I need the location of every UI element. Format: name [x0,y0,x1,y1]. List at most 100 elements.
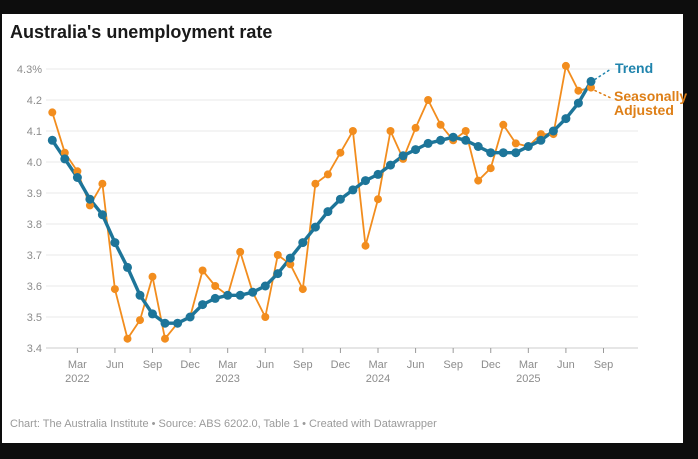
trend-data-point[interactable] [310,222,320,232]
seasonally-adjusted-data-point[interactable] [348,127,357,135]
chart-canvas: 4.3% 4.2 4.1 4.0 3.9 3.8 3.7 3.6 3.5 3.4 Mar 2022 Ju… [17,61,638,385]
trend-data-point[interactable] [173,318,183,328]
seasonally-adjusted-data-point[interactable] [474,176,483,185]
seasonally-adjusted-data-point[interactable] [486,164,495,173]
y-axis-label: 4.2 [27,95,42,107]
seasonally-adjusted-data-point[interactable] [374,195,382,204]
seasonally-adjusted-data-point[interactable] [574,86,583,95]
seasonally-adjusted-data-point[interactable] [236,247,245,256]
trend-data-point[interactable] [361,176,370,186]
seasonally-adjusted-data-point[interactable] [198,266,207,275]
seasonally-adjusted-data-point[interactable] [48,108,57,117]
seasonally-adjusted-data-point[interactable] [261,313,270,321]
seasonally-adjusted-data-point[interactable] [424,96,433,104]
trend-data-point[interactable] [198,300,208,310]
chart-card: Australia's unemployment rate 4.3% 4.2 4.1… [2,14,687,443]
legend-seasonally-adjusted-label: Seasonally Adjusted [614,89,687,117]
trend-data-point[interactable] [536,135,546,145]
legend-sa-line2: Adjusted [614,102,674,118]
trend-data-point[interactable] [285,253,295,263]
seasonally-adjusted-data-point[interactable] [273,251,282,259]
trend-data-point[interactable] [436,135,446,145]
trend-data-point[interactable] [498,148,508,158]
seasonally-adjusted-data-point[interactable] [161,334,169,343]
trend-data-point[interactable] [423,138,433,148]
trend-data-point[interactable] [223,290,233,300]
trend-data-point[interactable] [248,287,258,297]
trend-data-point[interactable] [411,145,421,155]
trend-data-point[interactable] [486,148,496,158]
trend-data-point[interactable] [561,114,571,124]
trend-data-point[interactable] [548,126,558,136]
seasonally-adjusted-data-point[interactable] [361,241,370,250]
trend-data-point[interactable] [323,207,333,217]
seasonally-adjusted-data-point[interactable] [298,285,307,294]
trend-data-point[interactable] [335,194,345,204]
trend-data-point[interactable] [123,262,132,272]
seasonally-adjusted-data-point[interactable] [536,130,545,139]
trend-data-point[interactable] [260,281,270,291]
seasonally-adjusted-data-point[interactable] [211,282,220,290]
seasonally-adjusted-data-point[interactable] [323,170,332,179]
x-axis-month-label: Mar [369,359,388,371]
x-axis-month-label: Jun [256,359,274,371]
x-axis-month-label: Sep [594,359,614,371]
legend-sa-line1: Seasonally [614,88,688,104]
trend-data-point[interactable] [72,173,82,182]
x-axis-month-label: Jun [407,359,425,371]
x-axis-month-label: Jun [557,359,575,371]
trend-data-point[interactable] [85,194,95,204]
y-axis-label: 3.8 [27,219,42,231]
seasonally-adjusted-data-point[interactable] [110,285,119,294]
seasonally-adjusted-data-point[interactable] [148,272,157,281]
x-axis-year-label: 2024 [366,373,390,385]
trend-data-point[interactable] [348,185,358,195]
x-axis-month-label: Dec [481,359,501,371]
trend-data-point[interactable] [573,98,583,108]
trend-data-point[interactable] [273,269,283,279]
trend-data-point[interactable] [298,238,308,248]
trend-data-point[interactable] [135,290,145,300]
y-axis-label: 4.0 [27,157,42,169]
x-axis-year-label: 2025 [516,373,540,385]
seasonally-adjusted-data-point[interactable] [60,148,69,157]
seasonally-adjusted-data-point[interactable] [411,123,420,132]
trend-data-point[interactable] [523,142,533,151]
trend-data-point[interactable] [210,293,220,303]
trend-data-point[interactable] [148,309,157,319]
seasonally-adjusted-data-point[interactable] [98,179,107,188]
seasonally-adjusted-data-point[interactable] [436,120,445,129]
trend-data-point[interactable] [185,312,195,322]
seasonally-adjusted-data-point[interactable] [561,61,570,70]
trend-data-point[interactable] [511,148,521,158]
seasonally-adjusted-data-point[interactable] [511,139,520,148]
trend-data-point[interactable] [473,142,483,151]
x-axis-year-label: 2023 [215,373,239,385]
seasonally-adjusted-data-point[interactable] [311,179,320,188]
seasonally-adjusted-data-point[interactable] [587,83,595,92]
seasonally-adjusted-data-point[interactable] [73,167,82,176]
trend-data-point[interactable] [110,238,120,248]
trend-data-point[interactable] [398,151,408,161]
x-axis-month-label: Mar [218,359,237,371]
seasonally-adjusted-data-point[interactable] [386,127,395,135]
trend-data-point[interactable] [97,210,107,220]
trend-data-point[interactable] [461,135,471,145]
seasonally-adjusted-data-point[interactable] [499,120,508,129]
trend-data-point[interactable] [160,318,170,328]
seasonally-adjusted-data-point[interactable] [85,201,94,210]
trend-data-point[interactable] [47,135,57,145]
trend-data-point[interactable] [235,290,245,300]
trend-data-point[interactable] [60,154,70,164]
seasonally-adjusted-data-point[interactable] [286,260,295,269]
x-axis-month-label: Jun [106,359,124,371]
seasonally-adjusted-data-point[interactable] [136,316,144,325]
sa-connector-line [594,89,612,99]
trend-data-point[interactable] [586,76,596,86]
seasonally-adjusted-data-point[interactable] [461,127,470,135]
seasonally-adjusted-data-point[interactable] [336,148,345,157]
trend-data-point[interactable] [448,132,458,142]
trend-data-point[interactable] [386,160,395,170]
seasonally-adjusted-data-point[interactable] [123,334,132,343]
trend-data-point[interactable] [373,169,383,179]
